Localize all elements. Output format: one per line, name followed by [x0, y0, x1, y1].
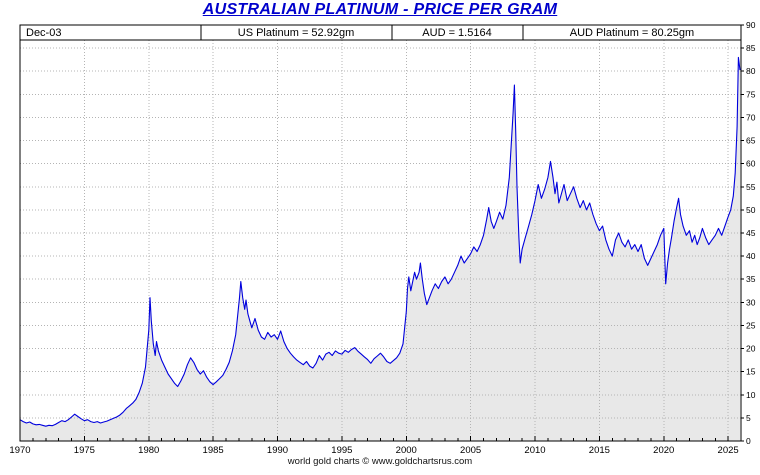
y-tick-label: 20	[746, 344, 756, 354]
y-tick-label: 65	[746, 136, 756, 146]
price-line-path	[19, 56, 741, 427]
grid-layer	[20, 25, 741, 441]
x-tick-label: 2020	[653, 445, 674, 456]
x-tick-label: 2015	[589, 445, 610, 456]
info-date: Dec-03	[26, 27, 61, 39]
y-tick-label: 75	[746, 89, 756, 99]
info-us-platinum: US Platinum = 52.92gm	[238, 27, 354, 39]
x-tick-label: 2025	[718, 445, 739, 456]
x-tick-label: 1990	[267, 445, 288, 456]
x-tick-label: 1980	[138, 445, 159, 456]
x-axis-labels: 1970 1975 1980 1985 1990 1995 2000 2005 2010 2015…	[9, 445, 738, 456]
y-tick-label: 60	[746, 159, 756, 169]
tick-layer	[19, 24, 744, 442]
x-tick-label: 1985	[203, 445, 224, 456]
y-tick-label: 5	[746, 413, 751, 423]
y-tick-label: 40	[746, 251, 756, 261]
chart-title-text: AUSTRALIAN PLATINUM - PRICE PER GRAM	[202, 1, 558, 18]
x-tick-label: 2010	[524, 445, 545, 456]
x-tick-label: 1970	[9, 445, 30, 456]
y-tick-label: 90	[746, 20, 756, 30]
info-aud-platinum: AUD Platinum = 80.25gm	[570, 27, 694, 39]
info-aud-rate: AUD = 1.5164	[422, 27, 491, 39]
y-tick-label: 85	[746, 43, 756, 53]
y-tick-label: 80	[746, 66, 756, 76]
price-area-path	[20, 57, 740, 442]
x-tick-label: 1975	[74, 445, 95, 456]
y-tick-label: 55	[746, 182, 756, 192]
y-tick-label: 25	[746, 320, 756, 330]
page-title: AUSTRALIAN PLATINUM - PRICE PER GRAM	[0, 1, 760, 19]
x-tick-label: 2005	[460, 445, 481, 456]
y-tick-label: 15	[746, 367, 756, 377]
y-tick-label: 45	[746, 228, 756, 238]
y-tick-label: 70	[746, 112, 756, 122]
line-layer	[19, 56, 741, 427]
y-tick-label: 0	[746, 436, 751, 446]
x-tick-label: 1995	[331, 445, 352, 456]
y-axis-labels: 0 5 10 15 20 25 30 35 40 45 50 55 60 65 70 75 80 85 90	[746, 20, 756, 446]
footer-credit: world gold charts © www.goldchartsrus.co…	[287, 456, 472, 467]
area-layer	[20, 57, 740, 442]
y-tick-label: 30	[746, 297, 756, 307]
y-tick-label: 10	[746, 390, 756, 400]
y-tick-label: 50	[746, 205, 756, 215]
x-tick-label: 2000	[396, 445, 417, 456]
info-bar: Dec-03 US Platinum = 52.92gm AUD = 1.516…	[20, 25, 741, 41]
y-tick-label: 35	[746, 274, 756, 284]
info-bar-background	[20, 25, 741, 40]
